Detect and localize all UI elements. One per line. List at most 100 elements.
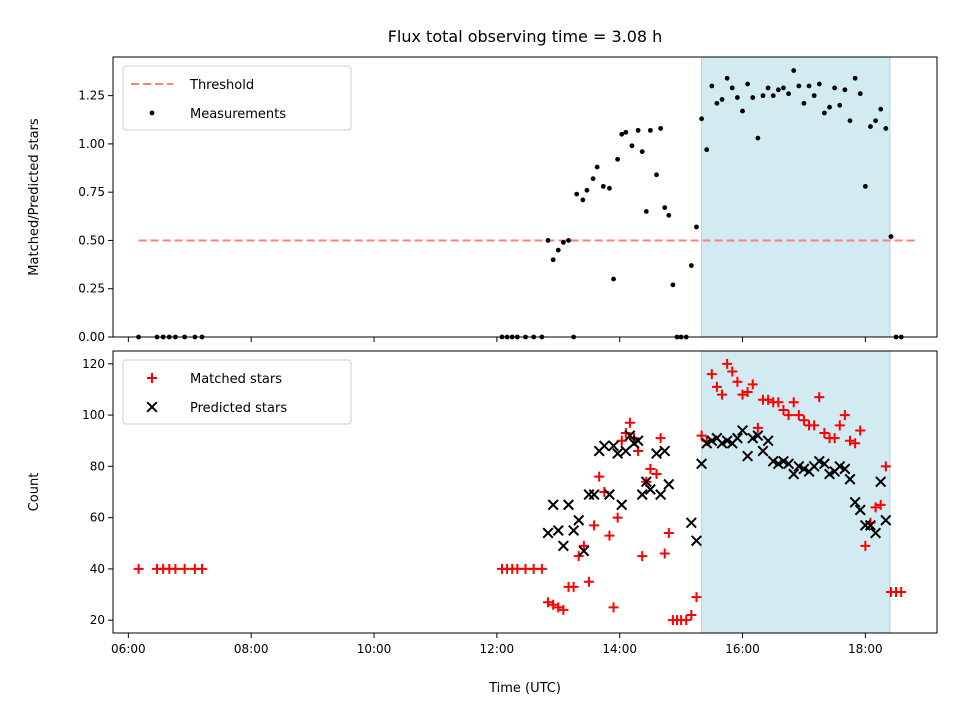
measurement-point: [662, 205, 668, 211]
predicted-stars-point: [685, 517, 697, 529]
predicted-stars-point: [636, 489, 648, 501]
matched-stars-point: [870, 502, 881, 513]
measurement-point: [745, 81, 751, 87]
measurement-point: [619, 131, 625, 137]
y-tick-label: 40: [90, 562, 105, 576]
measurement-point: [666, 212, 672, 218]
matched-stars-point: [752, 422, 763, 433]
matched-stars-point: [896, 586, 907, 597]
measurement-point: [658, 126, 664, 131]
series-matched-stars: [133, 358, 907, 626]
predicted-stars-point: [598, 440, 610, 452]
matched-stars-point: [747, 379, 758, 390]
measurement-point: [822, 110, 827, 116]
predicted-stars-point: [583, 489, 595, 501]
measurement-point: [670, 282, 676, 288]
matched-stars-point: [558, 604, 569, 615]
matched-stars-point: [645, 463, 656, 474]
matched-stars-point: [844, 435, 855, 446]
predicted-stars-point: [542, 527, 554, 539]
matched-stars-point: [578, 540, 589, 551]
legend-label: Matched stars: [190, 372, 282, 387]
measurement-point: [873, 118, 878, 124]
predicted-stars-point: [737, 424, 749, 436]
measurement-point: [847, 118, 853, 124]
axes-frame-bottom: [112, 350, 938, 634]
predicted-stars-point: [880, 514, 892, 526]
matched-stars-point: [536, 563, 547, 574]
measurement-point: [832, 85, 838, 91]
predicted-stars-point: [624, 430, 636, 442]
matched-stars-point: [829, 433, 840, 444]
predicted-stars-point: [864, 519, 876, 531]
measurement-point: [760, 93, 766, 99]
measurement-point: [590, 176, 596, 182]
matched-stars-point: [809, 420, 820, 431]
predicted-stars-point: [578, 545, 590, 557]
matched-stars-point: [732, 376, 743, 387]
measurement-point: [629, 143, 635, 149]
y-tick-label: 0.25: [78, 282, 105, 296]
measurement-point: [550, 257, 556, 263]
measurement-point: [643, 209, 649, 214]
matched-stars-point: [659, 548, 670, 559]
count-panel: 20 40 60 80 100 120 06:00 08:00 10:00 12:00 14:00 1…: [27, 350, 938, 656]
predicted-stars-point: [870, 527, 882, 539]
series-predicted-stars: [542, 424, 892, 557]
matched-stars-point: [834, 420, 845, 431]
ratio-panel: 0.00 0.25 0.50 0.75 1.00 1.25 Matched/Predicte…: [27, 56, 938, 344]
y-tick-label: 60: [90, 511, 105, 525]
predicted-stars-point: [632, 435, 644, 447]
matched-stars-point: [589, 520, 600, 531]
measurement-point: [796, 83, 802, 89]
matched-stars-point: [706, 369, 717, 380]
y-tick-label: 0.75: [78, 185, 105, 199]
measurement-point: [811, 93, 817, 99]
measurement-point: [816, 81, 822, 87]
measurement-point: [714, 100, 720, 106]
matched-stars-point: [133, 563, 144, 574]
legend-label: Threshold: [189, 78, 254, 93]
predicted-stars-point: [849, 496, 861, 508]
matched-stars-point: [875, 499, 886, 510]
measurement-point: [555, 247, 561, 253]
predicted-stars-point: [752, 430, 764, 442]
measurement-point: [755, 135, 761, 141]
matched-stars-point: [612, 512, 623, 523]
matched-stars-point: [819, 428, 830, 439]
predicted-stars-point: [854, 504, 866, 516]
y-tick-label: 1.25: [78, 89, 105, 103]
measurement-point: [781, 85, 786, 91]
matched-stars-point: [170, 563, 181, 574]
predicted-stars-point: [651, 448, 663, 460]
y-tick-label: 20: [90, 613, 105, 627]
matched-stars-point: [651, 469, 662, 480]
predicted-stars-point: [573, 514, 585, 526]
measurement-point: [868, 124, 873, 129]
predicted-stars-point: [762, 435, 774, 447]
measurement-point: [827, 104, 832, 110]
measurement-point: [600, 183, 606, 189]
y-axis-label-bottom: Count: [27, 473, 42, 512]
matched-stars-point: [553, 602, 564, 613]
matched-stars-point: [855, 425, 866, 436]
legend-top: Threshold Measurements: [122, 65, 352, 131]
predicted-stars-point: [690, 535, 702, 547]
measurement-point: [719, 97, 725, 102]
predicted-stars-point: [644, 483, 656, 495]
predicted-stars-point: [731, 432, 743, 444]
measurement-point: [560, 239, 566, 245]
matched-stars-point: [655, 433, 666, 444]
predicted-stars-point: [562, 499, 575, 511]
predicted-stars-point: [757, 445, 769, 457]
matched-stars-point: [637, 551, 648, 562]
matched-stars-point: [783, 410, 794, 421]
y-tick-label: 120: [82, 357, 105, 371]
measurement-point: [623, 129, 629, 135]
measurement-point: [734, 95, 740, 100]
legend-box: [122, 359, 352, 425]
predicted-stars-point: [588, 489, 600, 501]
matched-stars-point: [616, 435, 627, 446]
measurement-point: [857, 91, 863, 97]
